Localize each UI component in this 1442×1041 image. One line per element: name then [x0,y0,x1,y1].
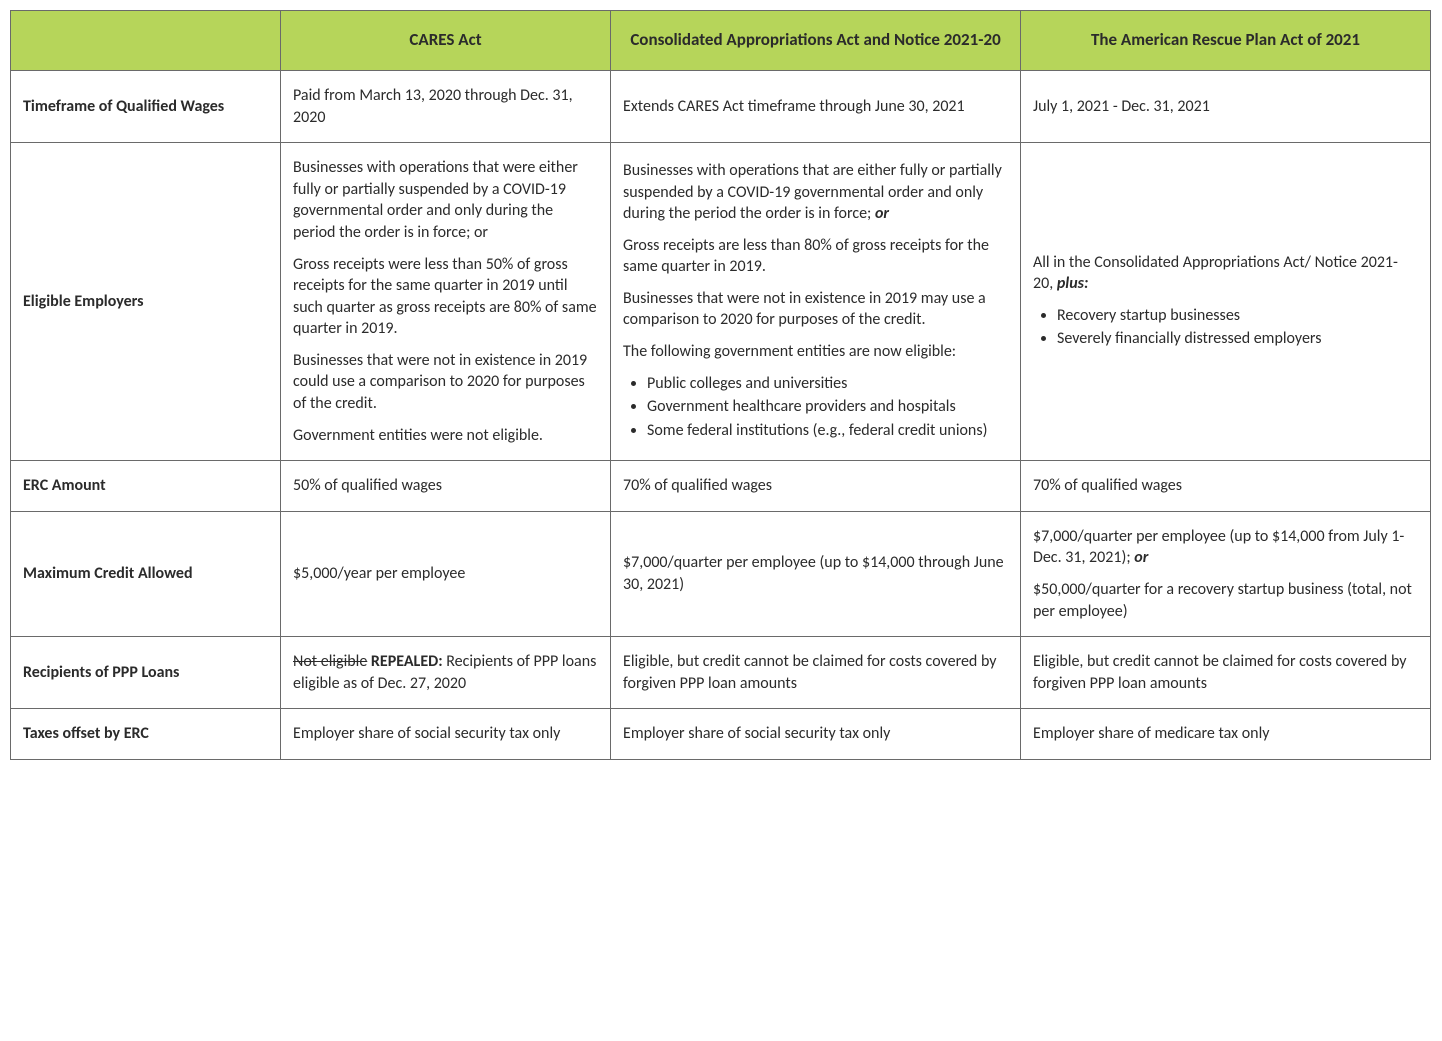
header-blank [11,11,281,71]
row-erc-amount: ERC Amount 50% of qualified wages 70% of… [11,461,1431,512]
list-item: Some federal institutions (e.g., federal… [647,420,1008,442]
paragraph: Businesses that were not in existence in… [293,350,598,415]
cell-taxes-arpa: Employer share of medicare tax only [1021,709,1431,760]
row-label-ppp: Recipients of PPP Loans [11,637,281,709]
cell-eligible-cares: Businesses with operations that were eit… [281,143,611,461]
list-item: Severely financially distressed employer… [1057,328,1418,350]
emphasis-plus: plus: [1057,274,1089,293]
comparison-table: CARES Act Consolidated Appropriations Ac… [10,10,1431,760]
bullet-list: Public colleges and universities Governm… [623,373,1008,442]
header-caa: Consolidated Appropriations Act and Noti… [611,11,1021,71]
cell-eligible-arpa: All in the Consolidated Appropriations A… [1021,143,1431,461]
row-label-taxes: Taxes offset by ERC [11,709,281,760]
cell-erc-cares: 50% of qualified wages [281,461,611,512]
paragraph: Businesses with operations that are eith… [623,160,1008,225]
row-taxes: Taxes offset by ERC Employer share of so… [11,709,1431,760]
bullet-list: Recovery startup businesses Severely fin… [1033,305,1418,350]
row-eligible: Eligible Employers Businesses with opera… [11,143,1431,461]
cell-ppp-arpa: Eligible, but credit cannot be claimed f… [1021,637,1431,709]
cell-timeframe-cares: Paid from March 13, 2020 through Dec. 31… [281,70,611,142]
cell-max-arpa: $7,000/quarter per employee (up to $14,0… [1021,511,1431,636]
repealed-label: REPEALED: [367,652,442,671]
emphasis-or: or [1134,548,1148,567]
cell-timeframe-caa: Extends CARES Act timeframe through June… [611,70,1021,142]
paragraph: Government entities were not eligible. [293,425,598,447]
paragraph: Gross receipts are less than 80% of gros… [623,235,1008,278]
paragraph: $50,000/quarter for a recovery startup b… [1033,579,1418,622]
paragraph: Gross receipts were less than 50% of gro… [293,254,598,340]
cell-max-caa: $7,000/quarter per employee (up to $14,0… [611,511,1021,636]
cell-ppp-caa: Eligible, but credit cannot be claimed f… [611,637,1021,709]
cell-taxes-caa: Employer share of social security tax on… [611,709,1021,760]
header-arpa: The American Rescue Plan Act of 2021 [1021,11,1431,71]
text: Businesses with operations that are eith… [623,161,1002,223]
cell-max-cares: $5,000/year per employee [281,511,611,636]
paragraph: Businesses with operations that were eit… [293,157,598,243]
cell-erc-arpa: 70% of qualified wages [1021,461,1431,512]
row-label-eligible: Eligible Employers [11,143,281,461]
list-item: Recovery startup businesses [1057,305,1418,327]
row-timeframe: Timeframe of Qualified Wages Paid from M… [11,70,1431,142]
header-row: CARES Act Consolidated Appropriations Ac… [11,11,1431,71]
cell-ppp-cares: Not eligible REPEALED: Recipients of PPP… [281,637,611,709]
paragraph: The following government entities are no… [623,341,1008,363]
strikethrough-text: Not eligible [293,652,367,671]
list-item: Government healthcare providers and hosp… [647,396,1008,418]
cell-eligible-caa: Businesses with operations that are eith… [611,143,1021,461]
emphasis-or: or [875,204,889,223]
paragraph: $7,000/quarter per employee (up to $14,0… [1033,526,1418,569]
row-label-max: Maximum Credit Allowed [11,511,281,636]
text: $7,000/quarter per employee (up to $14,0… [1033,527,1404,568]
paragraph: All in the Consolidated Appropriations A… [1033,252,1418,295]
paragraph: Businesses that were not in existence in… [623,288,1008,331]
row-label-erc: ERC Amount [11,461,281,512]
row-ppp: Recipients of PPP Loans Not eligible REP… [11,637,1431,709]
list-item: Public colleges and universities [647,373,1008,395]
cell-timeframe-arpa: July 1, 2021 - Dec. 31, 2021 [1021,70,1431,142]
row-label-timeframe: Timeframe of Qualified Wages [11,70,281,142]
header-cares: CARES Act [281,11,611,71]
row-max-credit: Maximum Credit Allowed $5,000/year per e… [11,511,1431,636]
cell-erc-caa: 70% of qualified wages [611,461,1021,512]
cell-taxes-cares: Employer share of social security tax on… [281,709,611,760]
